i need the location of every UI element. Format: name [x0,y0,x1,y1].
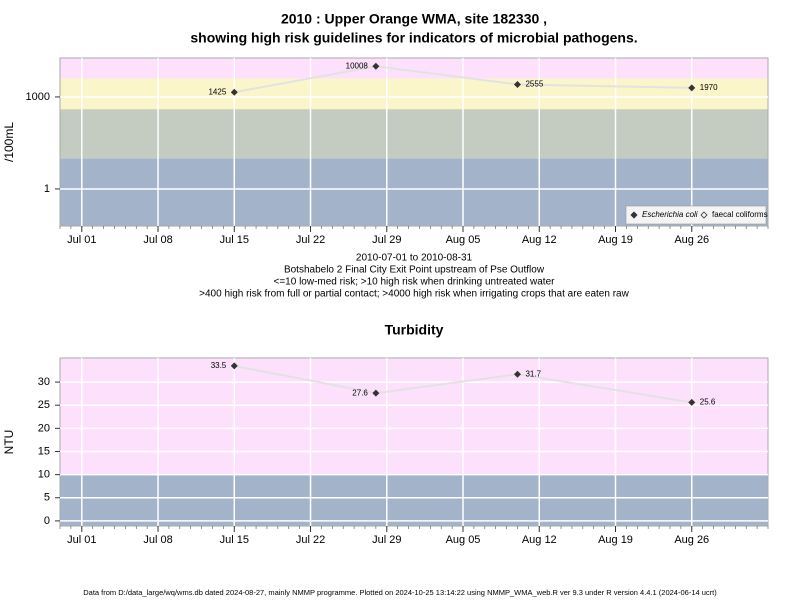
x-tick-label: Aug 19 [598,234,633,246]
chart-title: Turbidity [385,322,444,338]
x-tick-label: Aug 12 [522,534,557,546]
x-tick-label: Jul 22 [296,534,325,546]
y-tick-label: 25 [38,399,50,411]
y-tick-label: 15 [38,445,50,457]
x-tick-label: Jul 08 [143,234,172,246]
value-label: 27.6 [352,388,368,397]
legend-label: faecal coliforms [712,210,768,219]
value-label: 1425 [208,87,226,96]
footer: Data from D:/data_large/wq/wms.db dated … [83,588,717,597]
legend-marker [630,211,638,219]
risk-band [60,109,768,159]
x-tick-label: Jul 29 [372,534,401,546]
y-tick-label: 10 [38,469,50,481]
legend-marker [700,211,708,219]
point [372,389,380,397]
chart-title: showing high risk guidelines for indicat… [190,30,637,46]
y-tick-label: 30 [38,376,50,388]
y-tick-label: 0 [44,515,50,527]
point [230,362,238,370]
value-label: 31.7 [525,369,541,378]
x-tick-label: Jul 08 [143,534,172,546]
x-tick-label: Jul 15 [220,234,249,246]
point [513,80,521,88]
note: >400 high risk from full or partial cont… [199,289,629,300]
x-tick-label: Jul 01 [67,234,96,246]
legend-label: Escherichia coli [642,210,698,219]
x-tick-label: Aug 26 [674,234,709,246]
point [372,62,380,70]
risk-band [60,78,768,110]
point [513,370,521,378]
y-axis-label: /100mL [2,122,16,162]
x-tick-label: Aug 05 [446,234,481,246]
x-tick-label: Aug 05 [446,534,481,546]
x-tick-label: Jul 29 [372,234,401,246]
note: 2010-07-01 to 2010-08-31 [356,253,473,264]
risk-band [60,474,768,526]
y-tick-label: 1 [44,183,50,195]
y-tick-label: 1000 [26,91,50,103]
value-label: 2555 [525,80,543,89]
plot-frame [59,57,769,227]
y-axis-label: NTU [2,430,16,455]
value-label: 33.5 [211,361,227,370]
chart-title: 2010 : Upper Orange WMA, site 182330 , [281,11,547,27]
note: <=10 low-med risk; >10 high risk when dr… [274,277,556,288]
series-line [234,364,692,404]
point [688,84,696,92]
value-label: 10008 [346,61,369,70]
risk-band [60,358,768,475]
x-tick-label: Aug 12 [522,234,557,246]
risk-band [60,58,768,79]
x-tick-label: Jul 01 [67,534,96,546]
point [688,398,696,406]
y-tick-label: 20 [38,422,50,434]
point [230,88,238,96]
plot-frame [59,357,769,527]
x-tick-label: Aug 26 [674,534,709,546]
x-tick-label: Jul 15 [220,534,249,546]
series-line [234,65,692,94]
note: Botshabelo 2 Final City Exit Point upstr… [284,265,545,276]
y-tick-label: 5 [44,492,50,504]
legend-box [625,205,767,225]
x-tick-label: Aug 19 [598,534,633,546]
value-label: 25.6 [700,398,716,407]
value-label: 1970 [700,83,718,92]
x-tick-label: Jul 22 [296,234,325,246]
